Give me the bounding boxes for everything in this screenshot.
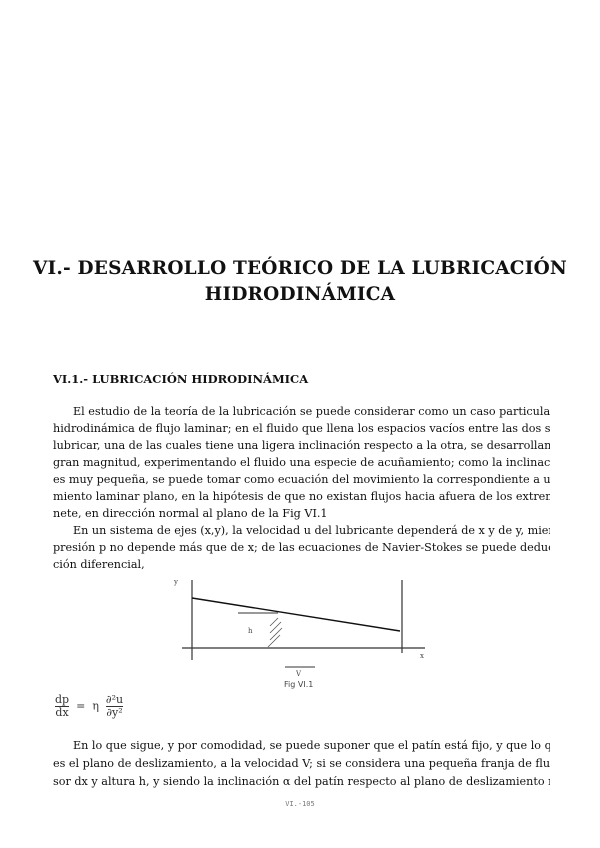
- text-line: miento laminar plano, en la hipótesis de…: [53, 490, 550, 503]
- text-line: gran magnitud, experimentando el fluido …: [53, 456, 550, 469]
- figure-slider-bearing: y x h V: [173, 578, 425, 678]
- text-line: El estudio de la teoría de la lubricació…: [73, 405, 550, 418]
- figure-caption: Fig VI.1: [284, 680, 314, 689]
- eq-eta: η: [92, 699, 99, 713]
- text-line: hidrodinámica de flujo laminar; en el fl…: [53, 422, 550, 435]
- pad-surface: [191, 597, 401, 632]
- x-label: x: [420, 652, 424, 660]
- eq-rhs-den: ∂y²: [106, 706, 123, 719]
- text-line: En lo que sigue, y por comodidad, se pue…: [73, 739, 550, 752]
- text-line: presión p no depende más que de x; de la…: [53, 541, 550, 554]
- text-line: es el plano de deslizamiento, a la veloc…: [53, 757, 550, 770]
- h-label: h: [248, 627, 253, 635]
- eq-sign: =: [76, 699, 86, 713]
- chapter-title-line1: VI.- DESARROLLO TEÓRICO DE LA LUBRICACIÓ…: [32, 258, 567, 279]
- text-line: ción diferencial,: [53, 558, 145, 571]
- equation: dp dx = η ∂²u ∂y²: [55, 693, 124, 719]
- eq-lhs-num: dp: [55, 693, 70, 707]
- text-line: nete, en dirección normal al plano de la…: [53, 507, 328, 520]
- text-line: sor dx y altura h, y siendo la inclinaci…: [53, 775, 550, 788]
- eq-lhs-den: dx: [55, 706, 69, 719]
- y-label: y: [173, 578, 178, 586]
- paragraph-1: El estudio de la teoría de la lubricació…: [53, 403, 550, 522]
- page-number: VI.-105: [285, 800, 315, 808]
- chapter-title-line2: HIDRODINÁMICA: [204, 284, 396, 305]
- hatch-strip: [267, 617, 283, 648]
- text-line: es muy pequeña, se puede tomar como ecua…: [53, 473, 550, 486]
- text-line: lubricar, una de las cuales tiene una li…: [53, 439, 550, 452]
- text-line: En un sistema de ejes (x,y), la velocida…: [73, 524, 550, 537]
- paragraph-2: En un sistema de ejes (x,y), la velocida…: [53, 522, 550, 573]
- eq-rhs-num: ∂²u: [105, 693, 124, 707]
- paragraph-3: En lo que sigue, y por comodidad, se pue…: [53, 737, 550, 791]
- section-heading: VI.1.- LUBRICACIÓN HIDRODINÁMICA: [53, 372, 309, 386]
- v-label: V: [295, 670, 302, 678]
